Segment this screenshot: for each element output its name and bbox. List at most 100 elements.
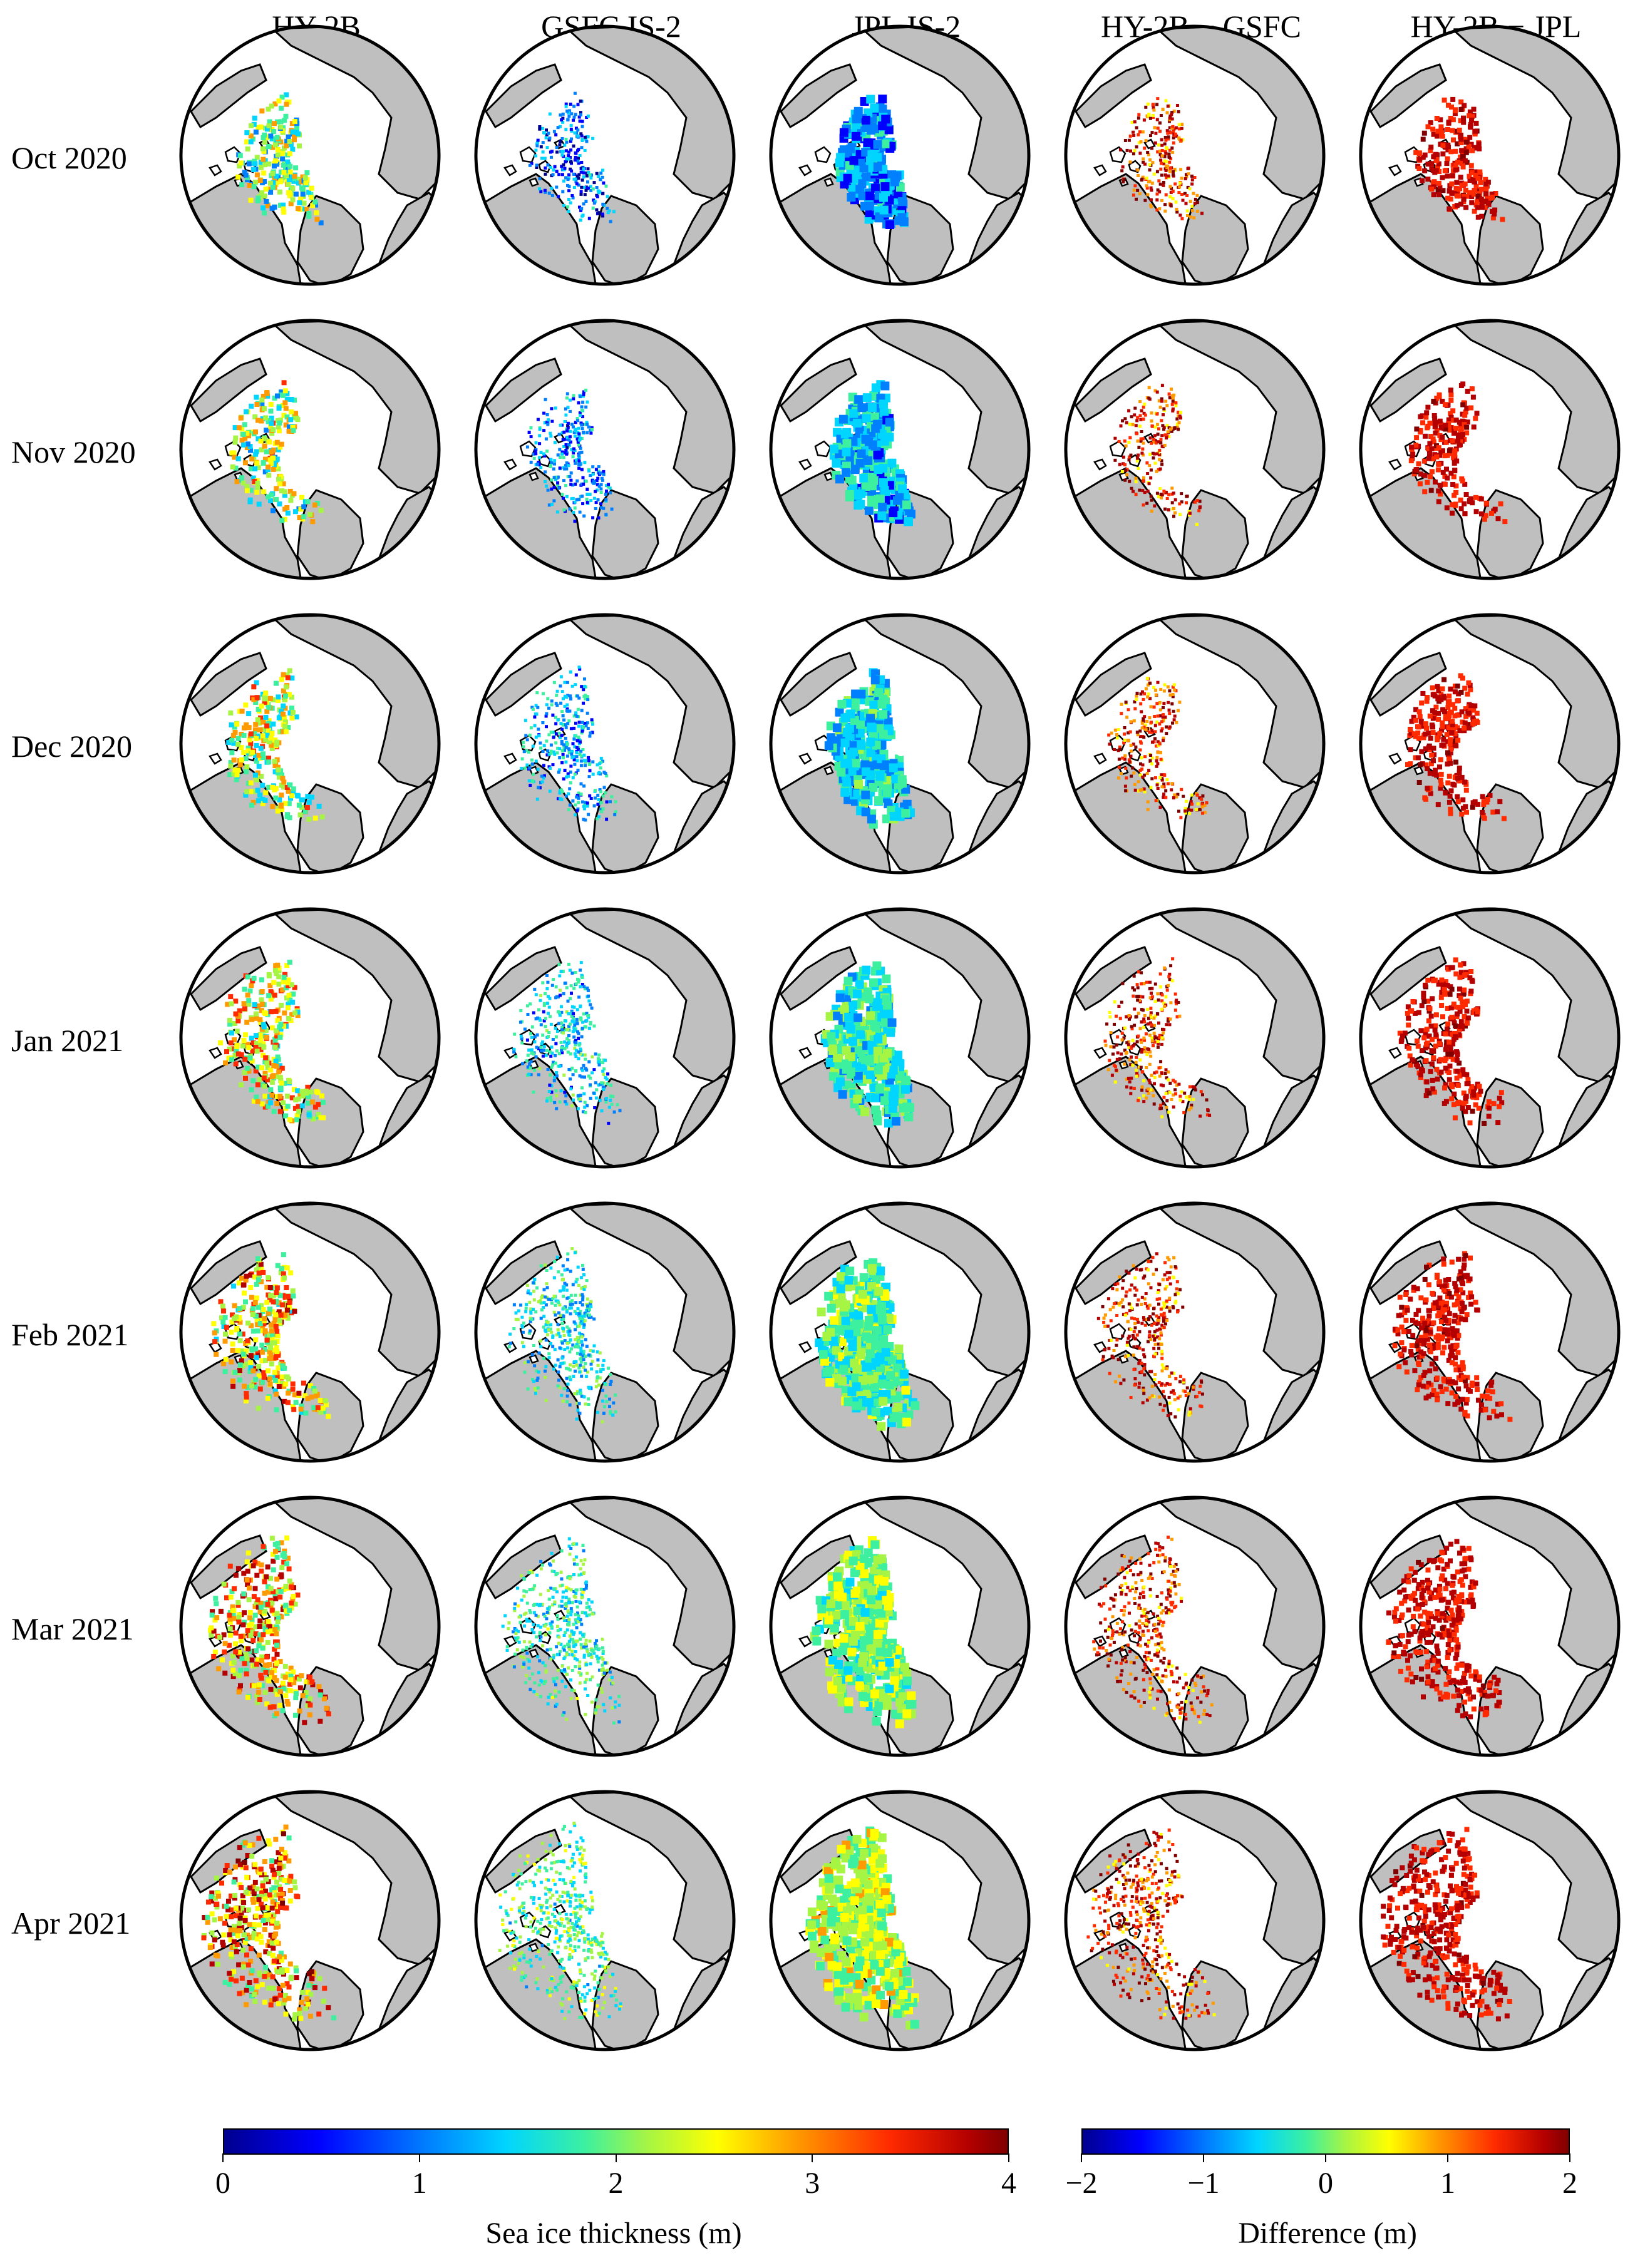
sea-ice-field: [226, 668, 325, 822]
land-mass: [190, 946, 267, 1012]
pole-hole: [601, 158, 611, 168]
land-mass: [1369, 652, 1447, 717]
sea-ice-field: [1381, 1827, 1512, 2022]
land-mass: [591, 195, 659, 284]
sea-ice-field: [528, 91, 616, 223]
island: [1093, 164, 1107, 177]
difference-tick: [1569, 2153, 1570, 2162]
map-border: [1359, 1201, 1621, 1463]
row-label-apr-2021: Apr 2021: [11, 1906, 131, 1941]
island: [209, 458, 222, 471]
pole-hole: [601, 1923, 611, 1933]
island: [503, 458, 517, 471]
row-label-nov-2020: Nov 2020: [11, 434, 136, 470]
sea-ice-field: [1096, 1252, 1204, 1419]
sea-ice-field: [512, 961, 622, 1125]
land-mass: [780, 357, 857, 423]
polar-map: [1057, 312, 1333, 587]
island: [823, 177, 834, 187]
sea-ice-field: [211, 1252, 331, 1419]
map-border: [179, 1790, 441, 2051]
polar-map: [172, 18, 448, 293]
pole-hole: [601, 746, 611, 756]
pole-hole: [896, 1040, 906, 1050]
sea-ice-field: [1103, 957, 1212, 1119]
land-mass: [485, 357, 562, 423]
polar-map: [172, 1489, 448, 1764]
island: [529, 1354, 539, 1364]
map-border: [1064, 24, 1326, 286]
map-border: [1064, 319, 1326, 580]
polar-map: [467, 18, 743, 293]
thickness-colorbar-label: Sea ice thickness (m): [485, 2217, 742, 2250]
island: [823, 471, 834, 481]
land-mass: [190, 652, 267, 717]
island: [1118, 1942, 1129, 1952]
land-mass: [1075, 652, 1152, 717]
pole-hole: [601, 1335, 611, 1345]
land-mass: [296, 195, 364, 284]
land-mass: [780, 652, 857, 717]
land-mass: [485, 63, 562, 129]
island: [1413, 766, 1424, 776]
polar-map: [1352, 606, 1627, 881]
pole-hole: [896, 1923, 906, 1933]
land-mass: [1369, 357, 1447, 423]
sea-ice-field: [815, 1258, 920, 1431]
land-mass: [485, 652, 562, 717]
land-mass: [591, 1372, 659, 1461]
island: [519, 1911, 537, 1929]
map-border: [769, 907, 1031, 1169]
map-border: [179, 613, 441, 875]
land-mass: [780, 1240, 857, 1306]
map-border: [769, 613, 1031, 875]
polar-map: [1057, 18, 1333, 293]
map-border: [474, 1790, 736, 2051]
pole-hole: [896, 1629, 906, 1639]
island: [519, 146, 537, 163]
land-mass: [190, 63, 267, 129]
land-mass: [1075, 1240, 1152, 1306]
land-mass: [1181, 489, 1249, 578]
land-mass: [1181, 1960, 1249, 2050]
map-border: [769, 1790, 1031, 2051]
sea-ice-field: [498, 1822, 622, 2020]
land-mass: [780, 946, 857, 1012]
map-border: [769, 1201, 1031, 1463]
thickness-tick: [222, 2153, 224, 2162]
pole-hole: [601, 452, 611, 462]
map-border: [179, 24, 441, 286]
polar-map: [467, 606, 743, 881]
map-border: [474, 24, 736, 286]
pole-hole: [896, 452, 906, 462]
difference-tick-label: −2: [1065, 2167, 1098, 2200]
land-mass: [780, 63, 857, 129]
difference-tick: [1081, 2153, 1082, 2162]
sea-ice-field: [1408, 381, 1508, 525]
island: [209, 1047, 222, 1059]
sea-ice-field: [208, 1535, 331, 1725]
sea-ice-field: [805, 1826, 919, 2030]
sea-ice-field: [810, 1536, 917, 1728]
land-mass: [1369, 946, 1447, 1012]
island: [529, 766, 539, 776]
map-border: [474, 1201, 736, 1463]
map-border: [179, 1496, 441, 1757]
sea-ice-field: [525, 388, 614, 523]
map-border: [1359, 24, 1621, 286]
polar-map: [1057, 606, 1333, 881]
island: [1109, 1911, 1127, 1929]
land-mass: [1075, 63, 1152, 129]
row-label-jan-2021: Jan 2021: [11, 1023, 124, 1058]
island: [529, 1648, 539, 1658]
thickness-tick: [1008, 2153, 1009, 2162]
thickness-tick-label: 1: [411, 2167, 427, 2200]
land-mass: [190, 1240, 267, 1306]
sea-ice-field: [1107, 677, 1209, 819]
map-border: [769, 24, 1031, 286]
island: [1404, 734, 1421, 752]
land-mass: [296, 783, 364, 873]
map-border: [179, 319, 441, 580]
thickness-colorbar: [223, 2128, 1009, 2155]
pole-hole: [896, 158, 906, 168]
